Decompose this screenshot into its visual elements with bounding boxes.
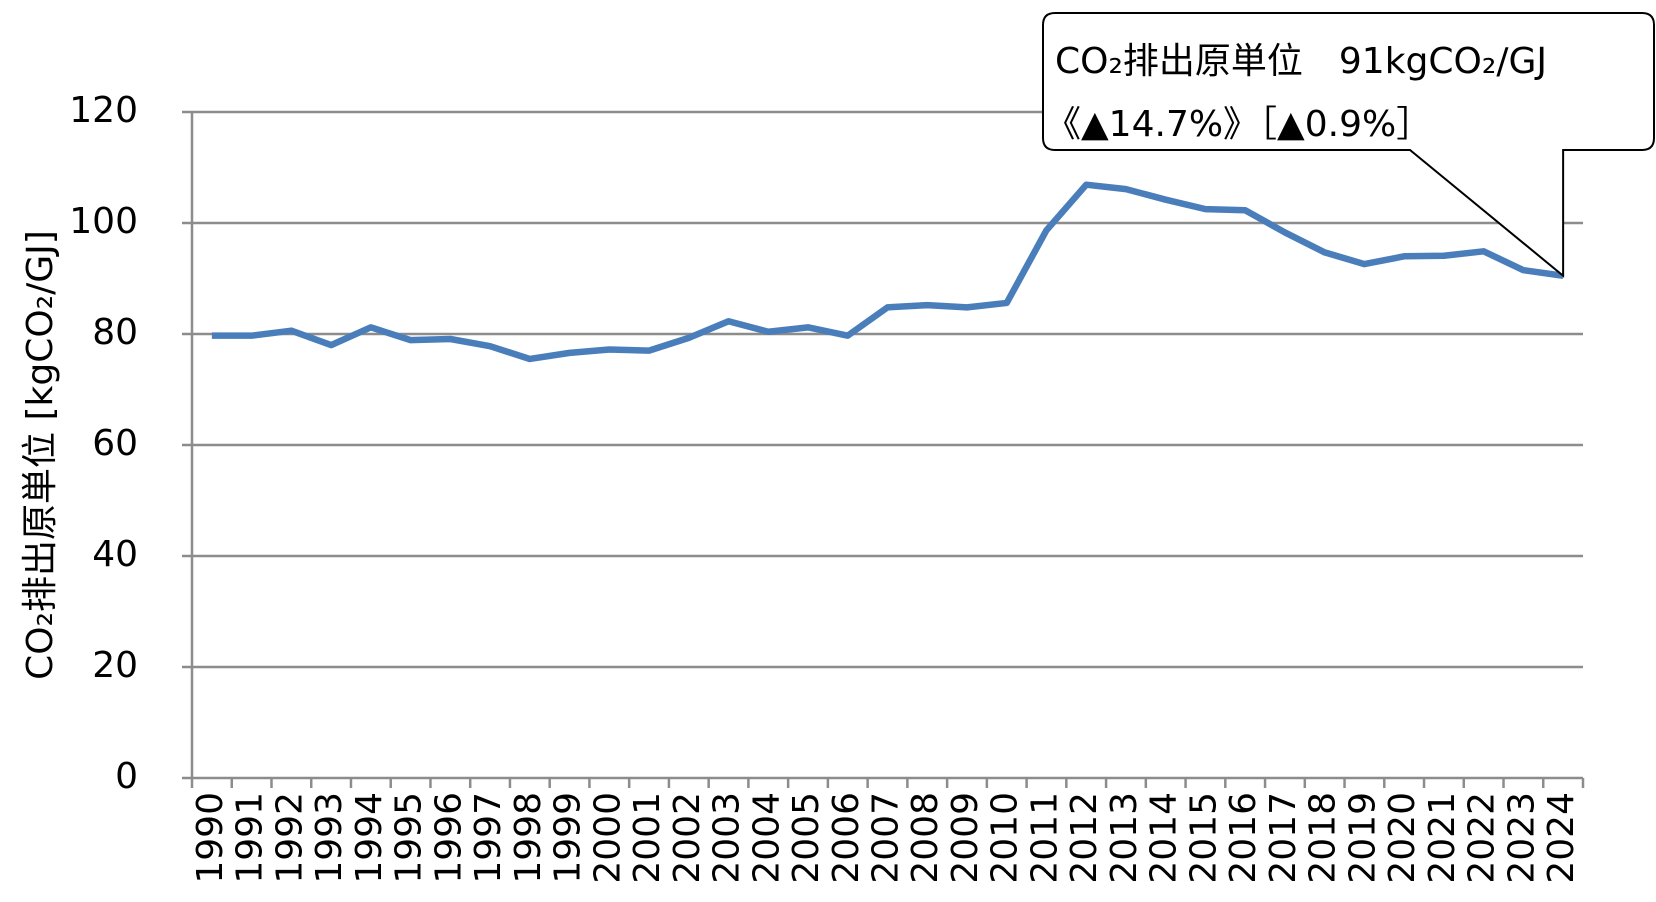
x-tick-label: 2011 [1024, 792, 1065, 884]
x-tick-label: 2014 [1144, 792, 1185, 884]
x-tick-label: 2015 [1183, 792, 1224, 884]
x-tick-label: 2009 [945, 792, 986, 884]
x-tick-label: 1994 [349, 792, 390, 884]
x-tick-label: 1996 [428, 792, 469, 884]
x-tick-label: 2010 [985, 792, 1026, 884]
x-tick-label: 1990 [190, 792, 231, 884]
x-tick-label: 1992 [269, 792, 310, 884]
y-tick-label: 120 [69, 90, 138, 131]
x-tick-label: 2006 [826, 792, 867, 884]
y-axis-label: CO₂排出原単位 [kgCO₂/GJ] [20, 230, 61, 680]
y-tick-label: 0 [115, 756, 138, 797]
x-tick-label: 2022 [1462, 792, 1503, 884]
x-tick-label: 2023 [1501, 792, 1542, 884]
x-tick-label: 1995 [389, 792, 430, 884]
x-tick-label: 2008 [905, 792, 946, 884]
annotation: 《▲14.7%》［▲0.9%］ [1045, 104, 1432, 145]
y-tick-label: 20 [92, 645, 138, 686]
x-tick-label: 2013 [1104, 792, 1145, 884]
x-tick-label: 1993 [309, 792, 350, 884]
data-line [211, 181, 1564, 363]
x-tick-label: 1998 [508, 792, 549, 884]
y-tick-label: 80 [92, 312, 138, 353]
x-tick-label: 2003 [707, 792, 748, 884]
x-tick-label: 2020 [1382, 792, 1423, 884]
x-tick-label: 2019 [1342, 792, 1383, 884]
x-tick-label: 2000 [587, 792, 628, 884]
x-tick-label: 2012 [1064, 792, 1105, 884]
callout [1042, 12, 1655, 278]
x-tick-label: 2007 [866, 792, 907, 884]
annotation: CO₂排出原単位 91kgCO₂/GJ [1055, 41, 1547, 82]
y-tick-label: 40 [92, 534, 138, 575]
x-tick-label: 2001 [627, 792, 668, 884]
x-tick-label: 2004 [746, 792, 787, 884]
x-tick-label: 2017 [1263, 792, 1304, 884]
x-tick-label: 2018 [1303, 792, 1344, 884]
x-tick-label: 2002 [667, 792, 708, 884]
y-tick-label: 100 [69, 201, 138, 242]
y-tick-label: 60 [92, 423, 138, 464]
x-tick-label: 1991 [230, 792, 271, 884]
x-tick-label: 2016 [1223, 792, 1264, 884]
x-tick-label: 1997 [468, 792, 509, 884]
x-tick-label: 2024 [1541, 792, 1582, 884]
x-tick-label: 2005 [786, 792, 827, 884]
x-tick-label: 1999 [548, 792, 589, 884]
x-tick-label: 2021 [1422, 792, 1463, 884]
